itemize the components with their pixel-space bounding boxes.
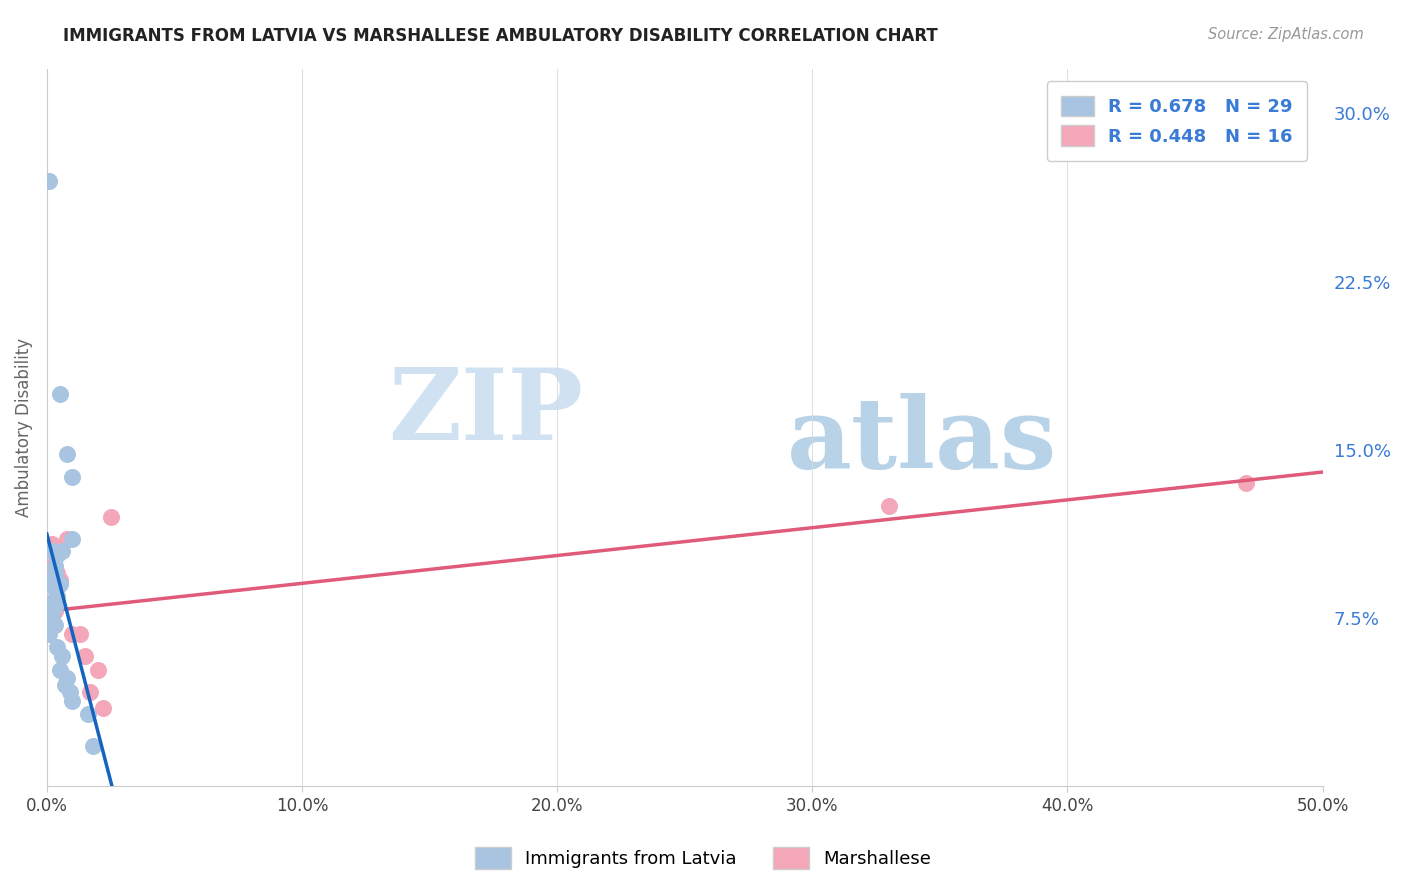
Point [60,533,83,547]
Text: atlas: atlas [787,393,1057,491]
Point [41,611,63,625]
Point [48,386,70,401]
Point [46,640,69,654]
Point [41,595,63,609]
Point [60,694,83,708]
Point [44,599,66,614]
Point [56,672,79,686]
Point [60,626,83,640]
Point [69,626,91,640]
Point [44,559,66,574]
Text: Source: ZipAtlas.com: Source: ZipAtlas.com [1208,27,1364,42]
Point [79,685,101,699]
Point [44,582,66,596]
Point [44,566,66,580]
Point [1234,476,1257,491]
Text: ZIP: ZIP [388,365,582,461]
Point [56,447,79,461]
Point [100,510,122,524]
Point [41,537,63,551]
Point [877,499,900,513]
Point [48,663,70,677]
Point [82,739,104,753]
Point [38,174,60,188]
Point [76,707,98,722]
Legend: Immigrants from Latvia, Marshallese: Immigrants from Latvia, Marshallese [465,838,941,879]
Point [48,573,70,587]
Point [44,604,66,618]
Point [51,649,73,664]
Point [41,577,63,591]
Point [41,559,63,574]
Point [38,626,60,640]
Point [60,469,83,483]
Point [41,595,63,609]
Point [46,589,69,603]
Point [46,548,69,562]
Point [48,577,70,591]
Point [41,543,63,558]
Point [38,604,60,618]
Point [46,566,69,580]
Point [51,543,73,558]
Text: IMMIGRANTS FROM LATVIA VS MARSHALLESE AMBULATORY DISABILITY CORRELATION CHART: IMMIGRANTS FROM LATVIA VS MARSHALLESE AM… [63,27,938,45]
Point [91,700,114,714]
Point [44,617,66,632]
Point [59,685,82,699]
Legend: R = 0.678   N = 29, R = 0.448   N = 16: R = 0.678 N = 29, R = 0.448 N = 16 [1047,81,1308,161]
Point [56,533,79,547]
Point [53,678,76,692]
Y-axis label: Ambulatory Disability: Ambulatory Disability [15,338,32,516]
Point [75,649,97,664]
Point [87,663,110,677]
